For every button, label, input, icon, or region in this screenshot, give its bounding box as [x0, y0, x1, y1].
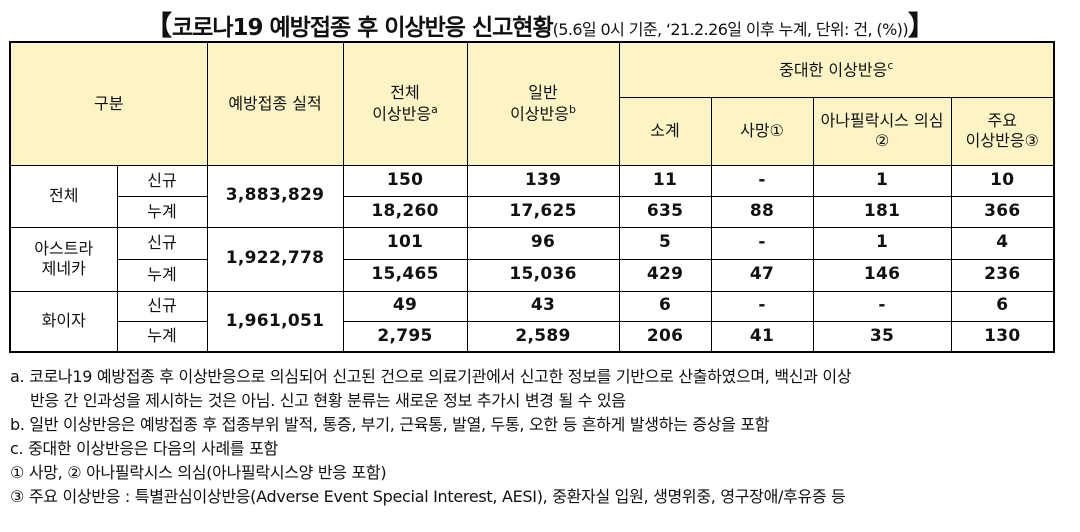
header-anaphylaxis: 아나필락시스 의심②	[812, 96, 952, 166]
footnote-a-line2: 반응 간 인과성을 제시하는 것은 아님. 신고 현황 분류는 새로운 정보 추…	[30, 391, 626, 410]
row-type-cumulative: 누계	[116, 195, 208, 228]
cell-anaphylaxis: 1	[812, 226, 952, 260]
cell-subtotal: 429	[618, 258, 712, 292]
title-close-bracket: 】	[907, 11, 935, 42]
cell-general: 139	[466, 164, 620, 197]
footnote-a-line1: a. 코로나19 예방접종 후 이상반응으로 의심되어 신고된 건으로 의료기관…	[10, 367, 852, 386]
header-subtotal: 소계	[618, 96, 712, 166]
header-category: 구분	[9, 41, 208, 166]
table-row: 아스트라 제네카 신규 1,922,778 101 96 5 - 1 4	[9, 226, 1055, 292]
cell-death: -	[710, 164, 814, 197]
cell-major: 130	[950, 320, 1055, 353]
footnotes: a. 코로나19 예방접종 후 이상반응으로 의심되어 신고된 건으로 의료기관…	[10, 365, 1075, 509]
footnote-b: b. 일반 이상반응은 예방접종 후 접종부위 발적, 통증, 부기, 근육통,…	[10, 415, 770, 434]
adverse-event-table: 구분 예방접종 실적 전체 이상반응a 일반 이상반응b 중대한 이상반응c 소…	[9, 41, 1056, 353]
row-type-new: 신규	[116, 290, 208, 322]
row-type-cumulative: 누계	[116, 320, 208, 353]
cell-major: 4	[950, 226, 1055, 260]
cell-total: 15,465	[342, 258, 468, 292]
cell-major: 236	[950, 258, 1055, 292]
header-total-line2: 이상반응a	[372, 103, 438, 124]
row-group-label: 아스트라 제네카	[9, 226, 118, 292]
cell-general: 15,036	[466, 258, 620, 292]
cell-total: 2,795	[342, 320, 468, 353]
cell-general: 43	[466, 290, 620, 322]
cell-subtotal: 5	[618, 226, 712, 260]
table-row: 누계 15,465 15,036 429 47 146 236	[10, 258, 1055, 292]
footnote-c-marker: c	[887, 59, 894, 73]
cell-death: 88	[710, 195, 814, 228]
footnote-c: c. 중대한 이상반응은 다음의 사례를 포함	[10, 439, 278, 458]
header-major-reactions: 주요 이상반응③	[950, 96, 1055, 166]
page-title: 【코로나19 예방접종 후 이상반응 신고현황(5.6일 0시 기준, ‘21.…	[0, 4, 1080, 42]
title-open-bracket: 【	[145, 11, 173, 42]
table-row: 누계 18,260 17,625 635 88 181 366	[10, 195, 1055, 228]
vaccination-count: 1,922,778	[206, 226, 344, 292]
row-group-label: 전체	[9, 164, 118, 228]
header-death: 사망①	[710, 96, 814, 166]
cell-total: 18,260	[342, 195, 468, 228]
cell-subtotal: 11	[618, 164, 712, 197]
row-type-new: 신규	[116, 226, 208, 260]
cell-subtotal: 635	[618, 195, 712, 228]
cell-major: 366	[950, 195, 1055, 228]
cell-anaphylaxis: 35	[812, 320, 952, 353]
cell-anaphylaxis: 181	[812, 195, 952, 228]
header-total-reactions: 전체 이상반응a	[342, 41, 468, 166]
title-main: 코로나19 예방접종 후 이상반응 신고현황	[172, 15, 554, 41]
cell-death: -	[710, 226, 814, 260]
cell-death: 47	[710, 258, 814, 292]
cell-anaphylaxis: 146	[812, 258, 952, 292]
footnote-c-items-1-2: ① 사망, ② 아나필락시스 의심(아나필락시스양 반응 포함)	[10, 463, 387, 482]
cell-general: 17,625	[466, 195, 620, 228]
cell-subtotal: 6	[618, 290, 712, 322]
header-general-line1: 일반	[528, 83, 558, 103]
row-group-label: 화이자	[9, 290, 118, 353]
row-type-cumulative: 누계	[116, 258, 208, 292]
cell-general: 2,589	[466, 320, 620, 353]
cell-total: 49	[342, 290, 468, 322]
cell-major: 6	[950, 290, 1055, 322]
header-total-line1: 전체	[390, 83, 420, 103]
cell-subtotal: 206	[618, 320, 712, 353]
header-vaccinations: 예방접종 실적	[206, 41, 344, 166]
vaccination-count: 3,883,829	[206, 164, 344, 228]
cell-anaphylaxis: -	[812, 290, 952, 322]
table-row: 누계 2,795 2,589 206 41 35 130	[10, 320, 1055, 353]
title-subtitle: (5.6일 0시 기준, ‘21.2.26일 이후 누계, 단위: 건, (%)…	[552, 20, 909, 39]
footnote-b-marker: b	[568, 103, 576, 117]
cell-total: 150	[342, 164, 468, 197]
header-serious-reactions: 중대한 이상반응c	[618, 41, 1055, 98]
cell-death: 41	[710, 320, 814, 353]
cell-general: 96	[466, 226, 620, 260]
table-row: 화이자 신규 1,961,051 49 43 6 - - 6	[9, 290, 1055, 353]
cell-anaphylaxis: 1	[812, 164, 952, 197]
header-general-reactions: 일반 이상반응b	[466, 41, 620, 166]
header-general-line2: 이상반응b	[510, 103, 576, 124]
vaccination-count: 1,961,051	[206, 290, 344, 353]
footnote-c-item-3: ③ 주요 이상반응 : 특별관심이상반응(Adverse Event Speci…	[10, 487, 846, 506]
row-type-new: 신규	[116, 164, 208, 197]
table-row: 전체 신규 3,883,829 150 139 11 - 1 10	[9, 164, 1055, 228]
footnote-a-marker: a	[431, 103, 438, 117]
cell-total: 101	[342, 226, 468, 260]
cell-major: 10	[950, 164, 1055, 197]
cell-death: -	[710, 290, 814, 322]
